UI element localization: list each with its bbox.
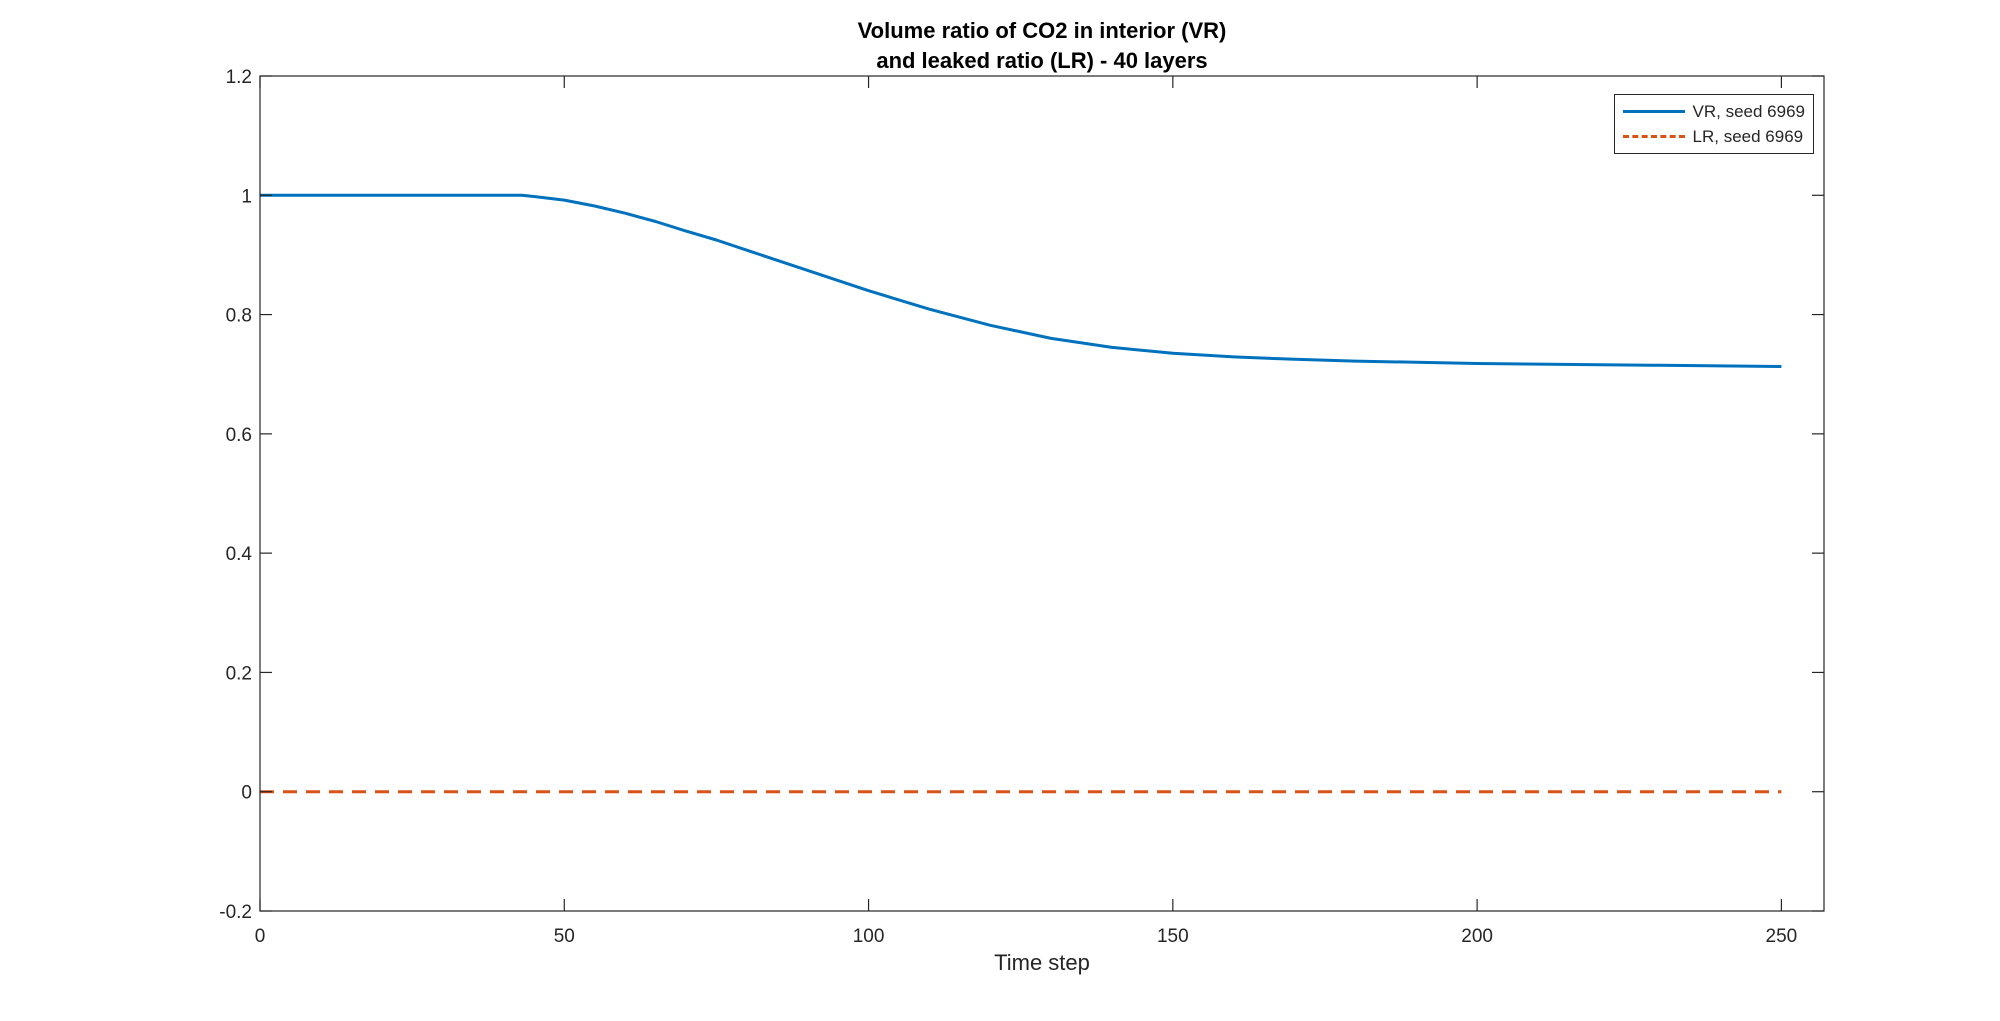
y-tick-label: 0	[241, 783, 252, 804]
y-tick-label: 0.8	[226, 306, 252, 327]
y-tick-label: 0.6	[226, 425, 252, 446]
x-tick-label: 100	[853, 926, 885, 947]
x-tick-label: 200	[1461, 926, 1493, 947]
x-tick-label: 250	[1766, 926, 1798, 947]
y-tick-label: 1	[241, 186, 252, 207]
plot-area-frame	[259, 75, 1825, 912]
y-tick-label: 1.2	[226, 67, 252, 88]
legend-label-vr: VR, seed 6969	[1692, 101, 1805, 121]
x-axis-label: Time step	[994, 950, 1090, 975]
legend-entry-lr: LR, seed 6969	[1622, 124, 1805, 149]
legend-label-lr: LR, seed 6969	[1692, 126, 1804, 146]
y-tick-label: -0.2	[219, 902, 252, 923]
series-line-vr	[260, 193, 1782, 368]
x-tick-label: 50	[554, 926, 575, 947]
y-tick-label: 0.2	[226, 663, 252, 684]
legend-swatch-vr	[1622, 110, 1685, 113]
y-tick-label: 0.4	[226, 544, 253, 565]
axes-layer: 0 50 100 150 200 250-0.200.20.40.60.811.2	[219, 67, 1825, 947]
chart-title: Volume ratio of CO2 in interior (VR) and…	[260, 16, 1824, 76]
legend-entry-vr: VR, seed 6969	[1622, 99, 1805, 124]
legend: VR, seed 6969 LR, seed 6969	[1613, 94, 1814, 154]
series-layer	[260, 193, 1782, 794]
chart-title-line-2: and leaked ratio (LR) - 40 layers	[876, 48, 1208, 73]
x-tick-label: 0	[255, 926, 266, 947]
chart-title-line-1: Volume ratio of CO2 in interior (VR)	[857, 18, 1227, 43]
x-tick-label: 150	[1157, 926, 1189, 947]
legend-swatch-lr	[1622, 135, 1685, 138]
